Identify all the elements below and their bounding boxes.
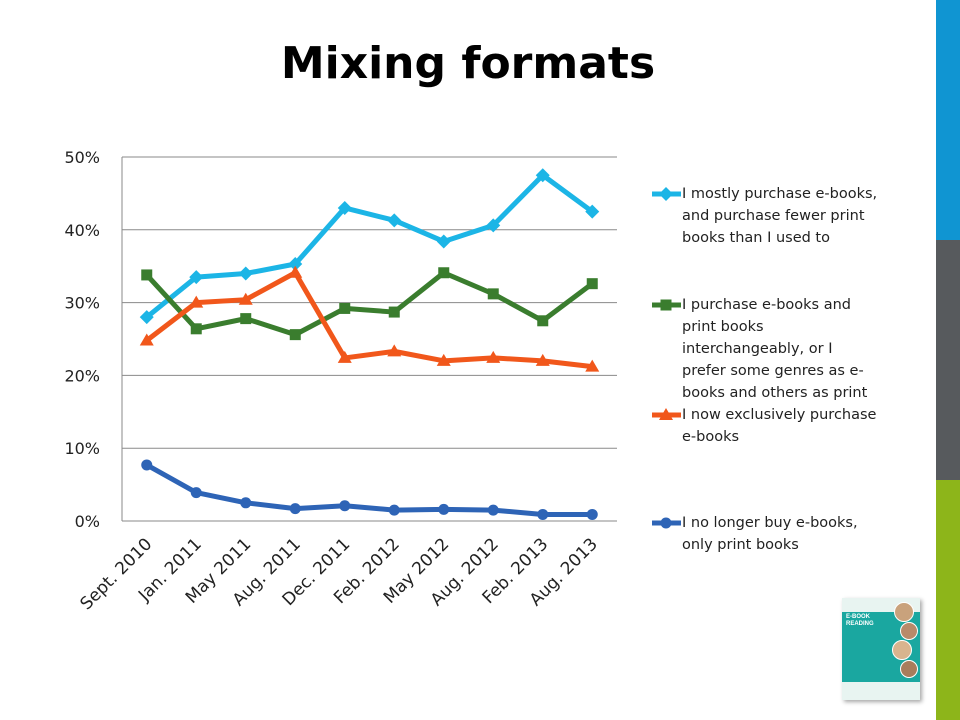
legend-label-line: prefer some genres as e- xyxy=(682,363,864,379)
data-point xyxy=(339,500,351,512)
accent-bar-top xyxy=(936,0,960,240)
data-point xyxy=(438,503,450,515)
series-line xyxy=(145,172,594,320)
legend-label: I mostly purchase e-books, and purchase f… xyxy=(682,183,892,249)
y-tick-label: 20% xyxy=(64,366,100,385)
data-point xyxy=(238,292,253,305)
y-tick-label: 50% xyxy=(64,148,100,167)
legend-label-line: e-books xyxy=(682,429,740,445)
data-point xyxy=(487,288,499,300)
data-point xyxy=(535,168,550,183)
legend-label: I no longer buy e-books, only print books xyxy=(682,512,892,556)
data-point xyxy=(339,302,351,314)
data-point xyxy=(189,295,204,308)
legend-label-line: interchangeably, or I xyxy=(682,341,833,357)
accent-bar-bottom xyxy=(936,480,960,720)
data-point xyxy=(388,306,400,318)
y-tick-label: 30% xyxy=(64,294,100,313)
accent-bar-middle xyxy=(936,240,960,480)
series-line xyxy=(145,462,593,517)
data-point xyxy=(139,333,154,346)
legend-label-line: only print books xyxy=(682,537,799,553)
data-point xyxy=(535,353,550,366)
data-point xyxy=(388,504,400,516)
data-point xyxy=(288,265,303,278)
data-point xyxy=(238,266,253,281)
data-point xyxy=(139,310,154,325)
data-point xyxy=(190,487,202,499)
y-tick-label: 0% xyxy=(75,512,100,531)
data-point xyxy=(190,323,202,335)
data-point xyxy=(586,508,598,520)
data-point xyxy=(141,269,153,281)
cover-title: E-BOOK READING xyxy=(846,614,874,627)
y-tick-label: 10% xyxy=(64,439,100,458)
legend-label: I purchase e-books and print books interch… xyxy=(682,294,892,404)
data-point xyxy=(337,200,352,215)
data-point xyxy=(486,218,501,233)
data-point xyxy=(387,344,402,357)
data-point xyxy=(436,234,451,249)
legend-label-line: and purchase fewer print xyxy=(682,208,865,224)
data-point xyxy=(438,267,450,279)
data-point xyxy=(387,213,402,228)
data-point xyxy=(585,204,600,219)
data-point xyxy=(537,315,549,327)
report-cover-image: E-BOOK READING xyxy=(842,598,920,700)
data-point xyxy=(436,353,451,366)
legend-label-line: print books xyxy=(682,319,764,335)
data-point xyxy=(585,359,600,372)
legend-label: I now exclusively purchase e-books xyxy=(682,404,892,448)
data-point xyxy=(289,329,301,341)
legend-label-line: books than I used to xyxy=(682,230,830,246)
x-tick-label: Sept. 2010 xyxy=(77,534,157,614)
data-point xyxy=(289,503,301,515)
data-point xyxy=(240,313,252,325)
y-tick-label: 40% xyxy=(64,221,100,240)
data-point xyxy=(586,278,598,290)
slide-title: Mixing formats xyxy=(280,38,656,89)
data-point xyxy=(486,350,501,363)
data-point xyxy=(659,408,673,420)
series-line xyxy=(144,270,594,338)
data-point xyxy=(337,350,352,363)
data-point xyxy=(141,459,153,471)
data-point xyxy=(659,187,673,201)
data-point xyxy=(660,517,672,529)
data-point xyxy=(660,299,672,311)
series-line xyxy=(145,270,593,370)
legend-label-line: I now exclusively purchase xyxy=(682,407,877,423)
data-point xyxy=(288,257,303,272)
legend-label-line: I no longer buy e-books, xyxy=(682,515,858,531)
legend-label-line: books and others as print xyxy=(682,385,868,401)
data-point xyxy=(487,504,499,516)
data-point xyxy=(537,508,549,520)
legend-label-line: I mostly purchase e-books, xyxy=(682,186,878,202)
data-point xyxy=(189,270,204,285)
data-point xyxy=(240,497,252,509)
legend-label-line: I purchase e-books and xyxy=(682,297,851,313)
